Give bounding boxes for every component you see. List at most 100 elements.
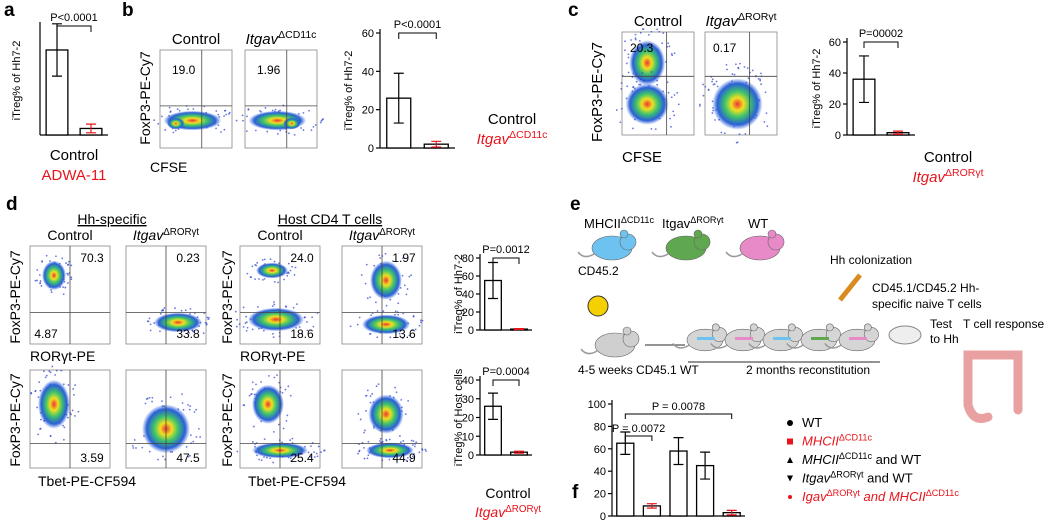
event-dot [396, 461, 398, 464]
event-dot [187, 404, 189, 406]
event-dot [64, 286, 67, 289]
event-dot [272, 301, 275, 303]
density-blob [38, 379, 70, 429]
event-dot [759, 79, 762, 82]
superscript: ΔRORγt [830, 470, 864, 480]
y-tick-label: 40 [829, 68, 841, 80]
category-label: Control [924, 149, 972, 166]
event-dot [276, 133, 279, 135]
legend-marker [787, 457, 793, 463]
event-dot [272, 461, 275, 464]
event-dot [653, 77, 656, 80]
event-dot [670, 96, 673, 99]
y-tick-label: 0 [835, 130, 841, 142]
p-value: P = 0.0072 [612, 423, 665, 435]
colonization-label: Hh colonization [830, 253, 912, 267]
x-axis-label: Tbet-PE-CF594 [248, 473, 346, 489]
y-tick-label: 80 [594, 421, 606, 433]
error-bar [514, 450, 524, 454]
event-dot [269, 258, 272, 261]
event-dot [421, 319, 424, 322]
event-dot [260, 459, 263, 462]
event-dot [215, 110, 218, 112]
event-dot [164, 458, 166, 461]
event-dot [34, 389, 37, 392]
y-axis-label: iTreg% of Host cells [453, 368, 465, 466]
event-dot [358, 450, 360, 453]
event-dot [309, 445, 312, 447]
event-dot [135, 447, 137, 449]
event-dot [668, 45, 671, 48]
event-dot [277, 281, 279, 284]
x-axis-label: Tbet-PE-CF594 [38, 473, 136, 489]
event-dot [656, 83, 659, 86]
event-dot [181, 402, 184, 404]
panel-letter: e [570, 194, 581, 215]
event-dot [251, 441, 254, 443]
event-dot [424, 448, 427, 451]
event-dot [298, 326, 301, 328]
cell-stripe [811, 337, 829, 340]
y-axis-label: FoxP3-PE-Cy7 [589, 42, 606, 142]
event-dot [363, 446, 365, 449]
event-dot [673, 94, 676, 96]
event-dot [731, 73, 734, 75]
event-dot [55, 369, 58, 372]
event-dot [62, 424, 64, 427]
test-label: Test [930, 317, 953, 331]
gate-value: 70.3 [80, 251, 104, 265]
event-dot [310, 129, 313, 132]
event-dot [320, 451, 322, 454]
event-dot [164, 129, 167, 131]
event-dot [208, 316, 210, 319]
event-dot [702, 83, 704, 86]
event-dot [161, 455, 164, 458]
event-dot [366, 389, 369, 392]
density-blob [167, 117, 185, 130]
y-tick-label: 0 [468, 325, 474, 337]
event-dot [425, 450, 427, 452]
event-dot [224, 109, 227, 112]
event-dot [757, 77, 760, 80]
event-dot [192, 330, 195, 333]
event-dot [420, 319, 422, 322]
text-part: Control [634, 13, 682, 30]
event-dot [189, 405, 192, 408]
event-dot [286, 274, 289, 277]
event-dot [738, 133, 741, 136]
event-dot [699, 105, 701, 107]
event-dot [411, 444, 414, 446]
text-part: Control [47, 227, 92, 243]
y-tick-label: 20 [462, 307, 474, 319]
event-dot [178, 109, 181, 112]
event-dot [394, 310, 397, 313]
event-dot [266, 130, 269, 133]
event-dot [369, 395, 372, 398]
event-dot [292, 306, 295, 309]
gate-value: 1.97 [392, 251, 416, 265]
event-dot [205, 323, 208, 326]
event-dot [379, 441, 382, 444]
event-dot [180, 309, 183, 312]
event-dot [217, 113, 220, 116]
event-dot [289, 439, 292, 442]
y-tick-label: 0 [600, 511, 606, 523]
event-dot [395, 391, 398, 394]
event-dot [51, 365, 54, 368]
event-dot [55, 255, 57, 258]
event-dot [149, 323, 152, 326]
event-dot [261, 278, 264, 281]
event-dot [760, 83, 763, 86]
event-dot [308, 109, 310, 112]
category-label: ItgavΔRORγt [912, 167, 983, 186]
event-dot [49, 434, 52, 437]
event-dot [302, 129, 305, 131]
event-dot [160, 309, 163, 312]
event-dot [632, 127, 634, 130]
event-dot [319, 121, 322, 124]
y-axis-label: FoxP3-PE-Cy7 [219, 250, 235, 344]
event-dot [401, 337, 404, 340]
event-dot [370, 314, 373, 317]
event-dot [379, 437, 382, 440]
event-dot [71, 409, 74, 412]
